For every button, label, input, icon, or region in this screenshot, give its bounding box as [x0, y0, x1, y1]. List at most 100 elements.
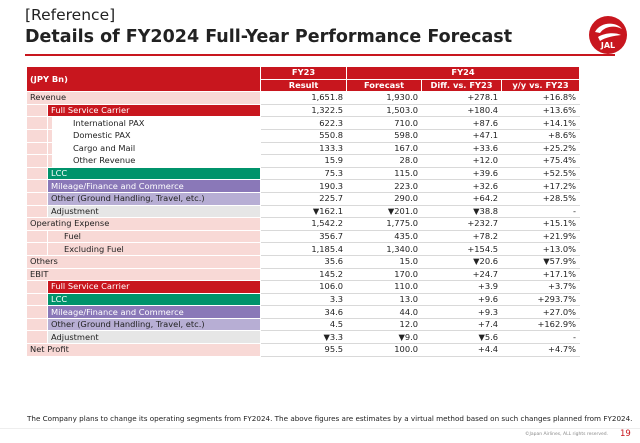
cell-forecast: 110.0 [346, 280, 423, 294]
table-row: Full Service Carrier 1,322.5 1,503.0 +18… [26, 103, 581, 118]
cell-forecast: 710.0 [346, 116, 423, 130]
cell-result: 1,651.8 [260, 91, 348, 105]
cell-result: 35.6 [260, 254, 348, 269]
cell-diff: ▼20.6 [421, 254, 503, 269]
cell-result: 4.5 [260, 317, 348, 332]
cell-forecast: 13.0 [346, 292, 423, 307]
segment-other-label: Other (Ground Handling, Travel, etc.) [46, 317, 262, 332]
table-row: Revenue 1,651.8 1,930.0 +278.1 +16.8% [25, 91, 581, 105]
table-row: Full Service Carrier 106.0 110.0 +3.9 +3… [26, 280, 581, 294]
cell-forecast: ▼201.0 [346, 204, 423, 219]
segment-other-label: Other (Ground Handling, Travel, etc.) [46, 191, 262, 206]
row-label: Cargo and Mail [51, 141, 262, 156]
segment-lcc-label: LCC [46, 292, 262, 307]
cell-yy: - [501, 204, 581, 219]
cell-yy: +162.9% [501, 317, 581, 332]
row-label: International PAX [51, 116, 262, 130]
cell-diff: +64.2 [421, 191, 503, 206]
cell-yy: +293.7% [501, 292, 581, 307]
cell-result: 34.6 [260, 305, 348, 319]
table-row: Domestic PAX 550.8 598.0 +47.1 +8.6% [26, 128, 581, 143]
segment-adjustment-label: Adjustment [46, 204, 262, 219]
cell-yy: +3.7% [501, 280, 581, 294]
cell-result: 95.5 [260, 343, 348, 357]
cell-forecast: 1,930.0 [346, 91, 423, 105]
cell-diff: +278.1 [421, 91, 503, 105]
cell-result: 106.0 [260, 280, 348, 294]
cell-forecast: 100.0 [346, 343, 423, 357]
cell-forecast: 12.0 [346, 317, 423, 332]
cell-yy: +17.1% [501, 267, 581, 282]
cell-forecast: 1,340.0 [346, 242, 423, 256]
cell-diff: +180.4 [421, 103, 503, 118]
table-row: Operating Expense 1,542.2 1,775.0 +232.7… [25, 217, 581, 231]
cell-result: 3.3 [260, 292, 348, 307]
cell-forecast: 1,503.0 [346, 103, 423, 118]
cell-result: 190.3 [260, 179, 348, 193]
cell-diff: ▼5.6 [421, 330, 503, 345]
section-label: [Reference] [25, 6, 116, 24]
cell-yy: +27.0% [501, 305, 581, 319]
cell-result: 133.3 [260, 141, 348, 156]
table-row: Excluding Fuel 1,185.4 1,340.0 +154.5 +1… [26, 242, 581, 256]
cell-result: 145.2 [260, 267, 348, 282]
row-label: Domestic PAX [51, 128, 262, 143]
col-result-header: Result [260, 78, 348, 93]
cell-yy: +75.4% [501, 154, 581, 168]
cell-diff: +24.7 [421, 267, 503, 282]
cell-yy: +52.5% [501, 166, 581, 181]
cell-diff: +7.4 [421, 317, 503, 332]
cell-yy: +8.6% [501, 128, 581, 143]
cell-diff: +154.5 [421, 242, 503, 256]
cell-result: 550.8 [260, 128, 348, 143]
table-row: LCC 75.3 115.0 +39.6 +52.5% [26, 166, 581, 181]
row-label: Other Revenue [51, 154, 262, 168]
table-row: Cargo and Mail 133.3 167.0 +33.6 +25.2% [26, 141, 581, 156]
cell-result: 622.3 [260, 116, 348, 130]
cell-forecast: 223.0 [346, 179, 423, 193]
col-diff-header: Diff. vs. FY23 [421, 78, 503, 93]
segment-lcc-label: LCC [46, 166, 262, 181]
cell-diff: +39.6 [421, 166, 503, 181]
cell-yy: +13.6% [501, 103, 581, 118]
title-divider [25, 54, 615, 56]
table-row: EBIT 145.2 170.0 +24.7 +17.1% [25, 267, 581, 282]
table-row: LCC 3.3 13.0 +9.6 +293.7% [26, 292, 581, 307]
row-label: Fuel [46, 229, 262, 244]
cell-yy: +17.2% [501, 179, 581, 193]
cell-diff: +4.4 [421, 343, 503, 357]
segment-fsc-label: Full Service Carrier [46, 103, 262, 118]
cell-diff: ▼38.8 [421, 204, 503, 219]
cell-yy: +21.9% [501, 229, 581, 244]
cell-result: 15.9 [260, 154, 348, 168]
page-number: 19 [620, 429, 631, 439]
table-row: Mileage/Finance and Commerce 190.3 223.0… [26, 179, 581, 193]
cell-forecast: 290.0 [346, 191, 423, 206]
page-title: Details of FY2024 Full-Year Performance … [25, 27, 513, 47]
header-row-2: Result Forecast Diff. vs. FY23 y/y vs. F… [27, 78, 581, 93]
cell-yy: +14.1% [501, 116, 581, 130]
cell-forecast: 1,775.0 [346, 217, 423, 231]
fy23-header: FY23 [260, 66, 348, 80]
segment-fsc-label: Full Service Carrier [46, 280, 262, 294]
cell-result: ▼3.3 [260, 330, 348, 345]
cell-diff: +78.2 [421, 229, 503, 244]
table-row: Fuel 356.7 435.0 +78.2 +21.9% [26, 229, 581, 244]
cell-yy: +16.8% [501, 91, 581, 105]
cell-yy: +4.7% [501, 343, 581, 357]
footnote: The Company plans to change its operatin… [27, 414, 633, 423]
cell-forecast: 115.0 [346, 166, 423, 181]
cell-diff: +12.0 [421, 154, 503, 168]
table-row: Mileage/Finance and Commerce 34.6 44.0 +… [26, 305, 581, 319]
cell-result: ▼162.1 [260, 204, 348, 219]
row-label: Excluding Fuel [46, 242, 262, 256]
col-forecast-header: Forecast [346, 78, 423, 93]
row-label: EBIT [25, 267, 262, 282]
cell-diff: +87.6 [421, 116, 503, 130]
footer-divider [0, 428, 640, 429]
table-row: International PAX 622.3 710.0 +87.6 +14.… [26, 116, 581, 130]
segment-adjustment-label: Adjustment [46, 330, 262, 345]
cell-diff: +3.9 [421, 280, 503, 294]
cell-result: 356.7 [260, 229, 348, 244]
cell-yy: +28.5% [501, 191, 581, 206]
